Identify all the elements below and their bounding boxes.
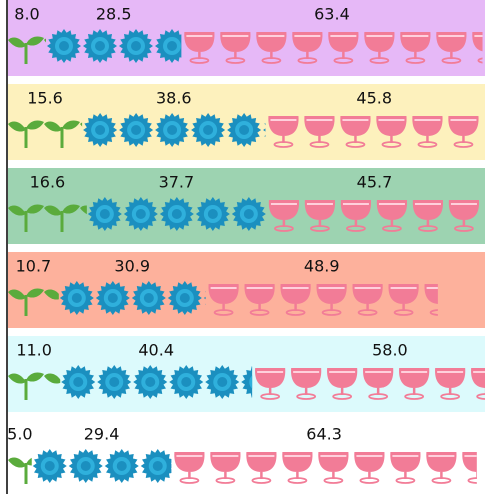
- value-label: 40.4: [138, 341, 174, 360]
- icon: [61, 365, 96, 399]
- value-label: 63.4: [314, 5, 350, 24]
- icon: [227, 113, 262, 147]
- value-label: 45.7: [357, 173, 393, 192]
- value-label: 37.7: [159, 173, 195, 192]
- icon: [68, 449, 103, 483]
- value-label: 29.4: [84, 425, 120, 444]
- icon: [133, 365, 168, 399]
- icon: [231, 197, 266, 231]
- icon: [159, 197, 194, 231]
- value-label: 48.9: [304, 257, 340, 276]
- icon: [140, 449, 172, 483]
- icon: [47, 29, 81, 63]
- icon: [87, 197, 122, 231]
- value-label: 30.9: [114, 257, 150, 276]
- value-label: 15.6: [27, 89, 63, 108]
- icon: [131, 281, 166, 315]
- value-label: 64.3: [306, 425, 342, 444]
- icon: [104, 449, 139, 483]
- icon: [83, 29, 117, 63]
- icon: [119, 113, 154, 147]
- icon: [95, 281, 130, 315]
- icon: [83, 113, 118, 147]
- icon: [205, 365, 240, 399]
- icon-segment: [173, 450, 477, 484]
- value-label: 5.0: [7, 425, 32, 444]
- icon: [119, 29, 153, 63]
- value-label: 11.0: [16, 341, 52, 360]
- value-label: 45.8: [356, 89, 392, 108]
- icon: [32, 449, 67, 483]
- value-label: 8.0: [14, 5, 39, 24]
- value-label: 58.0: [372, 341, 408, 360]
- icon: [123, 197, 158, 231]
- icon: [191, 113, 226, 147]
- icon: [97, 365, 132, 399]
- icon: [169, 365, 204, 399]
- value-label: 10.7: [16, 257, 52, 276]
- icon: [167, 281, 202, 315]
- icon: [195, 197, 230, 231]
- icon: [155, 113, 190, 147]
- value-label: 28.5: [96, 5, 132, 24]
- value-label: 16.6: [30, 173, 66, 192]
- icon: [59, 281, 94, 315]
- value-label: 38.6: [156, 89, 192, 108]
